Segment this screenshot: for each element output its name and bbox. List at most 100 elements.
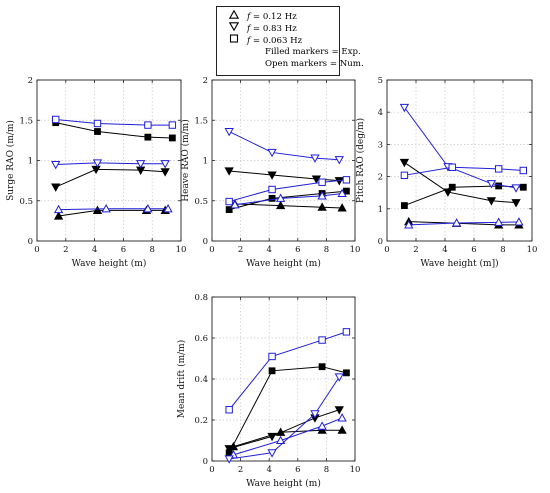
series-exp-square	[225, 363, 350, 457]
x-tick-label: 6	[295, 465, 300, 475]
data-point	[337, 413, 347, 422]
data-point	[318, 363, 326, 371]
data-point	[93, 119, 102, 128]
series-line	[234, 193, 343, 206]
y-tick-label: 2	[203, 76, 208, 86]
series-line	[404, 162, 517, 204]
data-point	[160, 168, 170, 177]
series-num-triangle-down	[224, 127, 344, 165]
data-point	[268, 352, 276, 361]
data-point	[51, 183, 61, 192]
x-tick-label: 4	[266, 245, 271, 255]
data-point	[52, 115, 60, 124]
chart-3: 0 2 4 6 8 10 0 1 2 3 4 5 Wave height (m]) Pitch RAO (…	[355, 76, 537, 269]
series-exp-triangle-down	[51, 165, 170, 192]
data-point	[334, 156, 344, 165]
data-point	[91, 165, 101, 175]
series-num-square	[52, 115, 177, 129]
series-line	[228, 366, 347, 454]
series-exp-square	[52, 119, 176, 142]
x-axis-label: Wave height (m)	[246, 478, 321, 489]
data-point	[267, 171, 277, 180]
data-point	[519, 183, 527, 191]
series-line	[233, 429, 343, 448]
y-axis-label: Heave RAO (m/m)	[180, 119, 191, 201]
data-point	[486, 197, 497, 206]
data-point	[163, 203, 173, 213]
chart-1: 0 2 4 6 8 10 0 0.5 1 1.5 2 Wave height (m) Surge RAO…	[5, 76, 186, 269]
series-line	[229, 190, 347, 211]
data-point	[495, 182, 503, 190]
data-point	[401, 202, 408, 209]
data-point	[399, 103, 410, 113]
data-point	[448, 183, 456, 191]
series-exp-triangle-up	[228, 425, 347, 451]
plot-frame	[386, 79, 533, 242]
y-tick-label: 2	[378, 173, 383, 183]
data-point	[225, 197, 233, 206]
data-point	[101, 203, 111, 213]
series-num-triangle-down	[51, 159, 170, 170]
data-point	[317, 421, 327, 430]
x-tick-label: 10	[350, 465, 361, 475]
series-num-square	[225, 328, 351, 414]
data-point	[136, 160, 146, 169]
data-point	[337, 203, 347, 212]
y-tick-label: 1	[203, 157, 208, 167]
data-point	[267, 148, 277, 158]
x-tick-label: 2	[238, 465, 243, 475]
series-line	[403, 107, 517, 189]
data-point	[224, 455, 234, 464]
data-point	[168, 134, 176, 142]
series-line	[229, 170, 340, 182]
x-tick-label: 8	[324, 465, 329, 475]
data-point	[92, 159, 103, 168]
data-point	[267, 432, 277, 442]
y-tick-label: 0.6	[194, 334, 208, 344]
data-point	[230, 199, 240, 209]
triangle-down-icon	[227, 22, 241, 35]
data-point	[318, 336, 326, 344]
series-line	[55, 118, 173, 126]
square-icon	[227, 34, 241, 47]
series-line	[228, 331, 347, 411]
series-line	[55, 162, 166, 166]
data-point	[310, 154, 320, 163]
y-tick-label: 0.4	[194, 375, 208, 385]
data-point	[168, 121, 177, 129]
series-line	[404, 166, 524, 176]
chart-4: 0 2 4 6 8 10 0 0.2 0.4 0.6 0.8 Wave height (m) Mean …	[176, 293, 360, 489]
data-point	[494, 165, 503, 173]
data-point	[317, 425, 327, 434]
data-point	[448, 163, 456, 171]
data-point	[511, 199, 521, 208]
x-tick-label: 2	[413, 245, 418, 255]
series-num-square	[225, 176, 351, 206]
y-tick-label: 0	[203, 237, 208, 247]
data-point	[343, 187, 350, 195]
data-point	[399, 158, 410, 168]
series-num-triangle-up	[228, 413, 347, 459]
y-tick-label: 0.8	[194, 293, 208, 303]
data-point	[310, 410, 320, 419]
y-tick-label: 1	[28, 157, 33, 167]
y-tick-label: 1.5	[194, 116, 208, 126]
data-point	[334, 406, 344, 415]
data-point	[143, 203, 153, 213]
data-point	[400, 171, 409, 180]
series-line	[408, 221, 519, 226]
series-num-square	[400, 163, 527, 180]
data-point	[343, 369, 350, 377]
x-axis-label: Wave height (m])	[420, 258, 498, 269]
legend-entry-1: f = 0.83 Hz	[227, 22, 297, 35]
data-point	[53, 204, 64, 214]
x-tick-label: 4	[442, 245, 447, 255]
x-tick-label: 10	[527, 245, 538, 255]
data-point	[511, 184, 521, 193]
x-tick-label: 0	[384, 245, 389, 255]
data-point	[268, 185, 276, 194]
series-line	[58, 208, 169, 211]
legend-note-exp: Filled markers = Exp.	[265, 47, 361, 57]
series-exp-triangle-down	[399, 158, 521, 208]
y-tick-label: 5	[378, 76, 383, 86]
